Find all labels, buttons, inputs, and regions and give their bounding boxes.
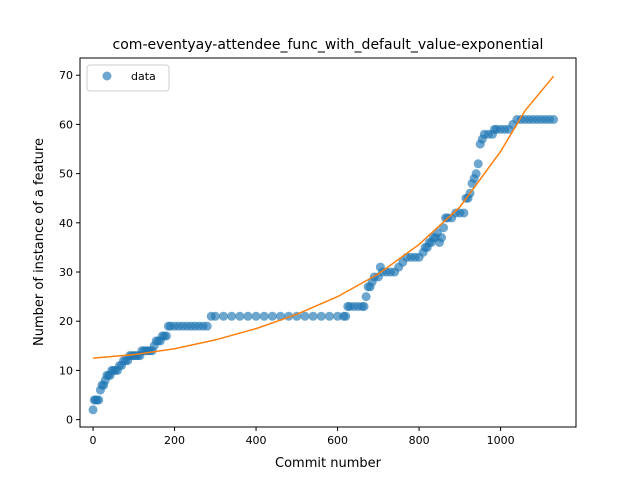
- data-point: [359, 301, 369, 311]
- legend: data: [86, 64, 170, 92]
- data-point: [267, 311, 277, 321]
- legend-marker-data: [102, 71, 112, 81]
- y-axis-label: Number of instance of a feature: [32, 138, 47, 346]
- data-point: [361, 292, 371, 302]
- fit-curve-line: [92, 75, 555, 359]
- x-tick-label: 800: [409, 434, 430, 447]
- data-point: [88, 405, 98, 415]
- plot-area: [88, 75, 559, 415]
- x-axis-ticks: 0 200 400 600 800 1000: [90, 427, 515, 447]
- chart-title: com-eventyay-attendee_func_with_default_…: [113, 37, 544, 53]
- data-point: [341, 311, 351, 321]
- data-point: [243, 311, 253, 321]
- data-point: [235, 311, 245, 321]
- data-point: [202, 321, 212, 331]
- x-tick-label: 200: [164, 434, 185, 447]
- data-point: [471, 169, 481, 179]
- data-point: [316, 311, 326, 321]
- y-tick-label: 60: [59, 118, 73, 131]
- legend-label-data: data: [131, 70, 156, 83]
- y-tick-label: 40: [59, 217, 73, 230]
- data-point: [218, 311, 228, 321]
- x-tick-label: 1000: [487, 434, 515, 447]
- data-point: [94, 395, 104, 405]
- y-tick-label: 30: [59, 266, 73, 279]
- y-axis-ticks: 0 10 20 30 40 50 60 70: [59, 69, 80, 427]
- data-point: [459, 208, 469, 218]
- data-point: [549, 115, 559, 124]
- data-point: [308, 311, 318, 321]
- x-tick-label: 600: [327, 434, 348, 447]
- legend-box: [86, 64, 170, 92]
- data-point: [473, 159, 483, 169]
- data-point: [161, 331, 171, 341]
- x-tick-label: 0: [90, 434, 97, 447]
- y-tick-label: 20: [59, 315, 73, 328]
- data-point: [227, 311, 237, 321]
- y-tick-label: 50: [59, 168, 73, 181]
- axes-frame: [79, 57, 577, 428]
- data-point: [251, 311, 261, 321]
- data-point: [259, 311, 269, 321]
- data-point: [439, 223, 449, 233]
- y-tick-label: 0: [66, 414, 73, 427]
- data-point: [210, 311, 220, 321]
- data-point: [300, 311, 310, 321]
- data-point: [324, 311, 334, 321]
- y-tick-label: 10: [59, 364, 73, 377]
- y-tick-label: 70: [59, 69, 73, 82]
- x-tick-label: 400: [246, 434, 267, 447]
- x-axis-label: Commit number: [275, 456, 382, 471]
- data-point: [437, 233, 447, 243]
